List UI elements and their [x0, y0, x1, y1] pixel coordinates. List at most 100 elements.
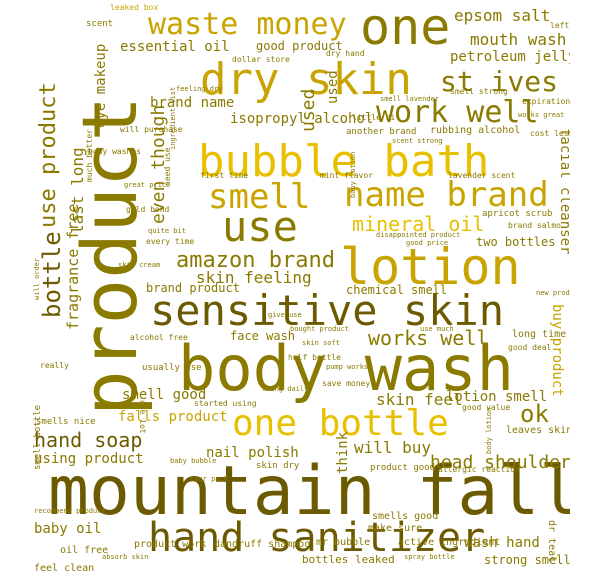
word-hand-soap: hand soap [34, 428, 143, 452]
word-cost-less: cost less [530, 129, 570, 138]
word-feeling-dry: feeling dry [176, 85, 223, 93]
word-used-2: used [325, 70, 341, 104]
word-half-bottle: half bottle [288, 353, 341, 362]
word-pump-works: pump works [326, 363, 369, 371]
word-need-use: need use [163, 147, 172, 186]
word-body-washes: body washes [88, 147, 141, 156]
word-bottle: bottle [38, 231, 66, 318]
word-lotion: lotion [340, 238, 521, 296]
word-expiration-date: expiration date [522, 97, 570, 106]
word-works-well: works well [368, 326, 489, 350]
word-works-great: works great [518, 111, 565, 119]
word-nail-polish: nail polish [206, 445, 299, 461]
word-ok: ok [520, 400, 549, 428]
word-left-skin: left skin [550, 21, 570, 30]
word-brand-name: brand name [150, 95, 235, 111]
word-baby-oil: baby oil [34, 521, 102, 537]
word-wash-hand: wash hand [464, 535, 540, 551]
word-skin-soft: skin soft [302, 339, 340, 347]
word-mineral-oil: mineral oil [352, 212, 485, 236]
word-smell-lavender: smell lavender [380, 95, 440, 103]
word-dandruff-shampoo: dandruff shampoo [214, 539, 311, 550]
word-rubbing-alcohol: rubbing alcohol [430, 125, 521, 136]
word-sensitive-skin: sensitive skin [150, 286, 505, 335]
word-chemical-smell: chemical smell [346, 283, 448, 297]
word-tour-pack: tour pack [190, 475, 228, 483]
word-eye-makeup: eye makeup [93, 43, 109, 128]
word-started-using: started using [194, 399, 257, 408]
word-skin-cream: skin cream [118, 261, 161, 269]
word-dry-skin: dry skin [200, 54, 412, 105]
word-will-purchase: will purchase [120, 125, 183, 134]
word-use-much: use much [420, 325, 454, 333]
word-use-lot: use lot [138, 400, 147, 434]
word-use: use [222, 202, 298, 251]
word-body-wash: body wash [178, 332, 514, 405]
word-mint-flavor: mint flavor [320, 171, 373, 180]
word-baby-lotion: baby lotion [349, 151, 357, 198]
word-scent-strong: scent strong [392, 137, 443, 145]
word-brand-product: brand product [146, 281, 240, 295]
word-smell-bottle: smell bottle [33, 404, 43, 470]
word-leaked-box: leaked box [110, 3, 159, 12]
word-two-bottles: two bottles [476, 235, 556, 249]
word-much-better: much better [85, 129, 94, 182]
word-mouth-wash: mouth wash [470, 30, 567, 49]
word-work-well: work well [376, 95, 539, 130]
word-absorb-skin: absorb skin [102, 553, 149, 561]
word-make-sure: make sure [368, 523, 423, 534]
word-isopropyl-alcohol: isopropyl alcohol [230, 111, 374, 127]
word-petroleum-jelly: petroleum jelly [450, 49, 570, 65]
word-feel-clean: feel clean [34, 563, 95, 574]
word-alcohol-free: alcohol free [130, 333, 188, 342]
word-new-product: new product [536, 289, 570, 297]
word-recommend-product: recommend product [34, 507, 106, 515]
word-skin-dry: skin dry [256, 461, 300, 471]
word-will-order: will order [33, 257, 41, 300]
word-will-buy: will buy [354, 438, 432, 457]
word-epsom-salt: epsom salt [454, 6, 551, 25]
word-buy-product: buy product [549, 304, 565, 397]
word-body-lotion: body lotion [485, 407, 493, 454]
word-really: really [40, 361, 69, 370]
word-dollar-store: dollar store [232, 55, 290, 64]
word-bottles-leaked: bottles leaked [302, 553, 395, 566]
word-product-good: product good [370, 463, 436, 473]
word-think: think [335, 431, 351, 474]
word-apricot-scrub: apricot scrub [482, 209, 553, 219]
word-good-product: good product [256, 39, 343, 53]
word-quite-bit: quite bit [148, 227, 186, 235]
word-strong-smell: strong smell [484, 553, 570, 567]
word-disappointed-product: disappointed product [376, 231, 461, 239]
word-spray-bottle: spray bottle [404, 553, 455, 561]
word-cloud: product mountain fall body wash bubble b… [30, 0, 570, 587]
word-another-brand: another brand [346, 127, 417, 137]
word-allergic-reaction: allergic reaction [438, 465, 520, 474]
word-smell: smell [208, 177, 311, 217]
word-mountain-fall: mountain fall [48, 452, 570, 531]
word-amazon-brand: amazon brand [176, 248, 335, 273]
word-oil-free: oil free [60, 545, 109, 556]
word-long-time: long time [512, 329, 567, 340]
word-smells-good: smells good [372, 511, 439, 522]
word-give-use: give use [268, 311, 302, 319]
word-great-price: great price [124, 181, 171, 189]
word-smell-strong: smell strong [450, 87, 508, 96]
word-scent: scent [86, 19, 114, 29]
word-ingredient-list: ingredient list [169, 86, 177, 150]
word-product-work: product work [134, 539, 207, 550]
word-falls-product: falls product [118, 409, 228, 425]
word-little-bit: little bit [352, 113, 401, 122]
word-facial-cleanser: facial cleanser [557, 128, 570, 255]
word-using-product: using product [34, 451, 144, 467]
word-active-ingredient: active ingredient [398, 537, 501, 548]
word-head-shoulder: head shoulder [430, 452, 570, 473]
word-gold-bond: gold bond [126, 205, 170, 214]
word-face-wash: face wash [230, 329, 296, 343]
word-good-price: good price [406, 239, 449, 247]
word-name-brand: name brand [344, 175, 549, 215]
word-st-ives: st ives [440, 65, 559, 98]
word-last-long: last long [68, 147, 87, 234]
word-save-money: save money [322, 379, 371, 388]
